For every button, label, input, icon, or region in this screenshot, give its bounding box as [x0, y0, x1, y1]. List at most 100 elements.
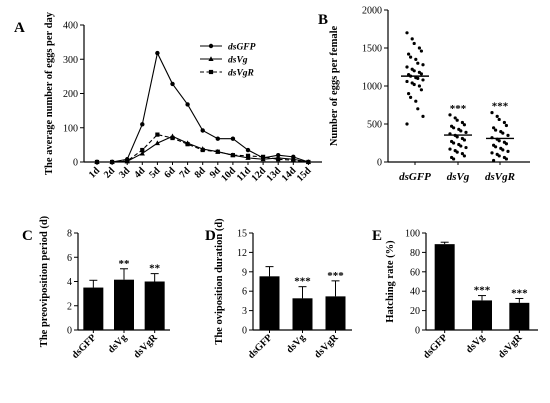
x-tick-label: 7d — [177, 165, 193, 181]
y-tick-label: 9 — [242, 267, 247, 278]
significance-marker: *** — [474, 285, 491, 297]
scatter-point — [464, 130, 468, 134]
scatter-point — [416, 61, 420, 65]
data-point-dsGFP — [200, 128, 205, 133]
scatter-point — [405, 79, 409, 84]
significance-marker: *** — [294, 276, 311, 288]
data-point-dsVgR — [230, 153, 235, 158]
significance-marker: *** — [511, 287, 528, 299]
x-tick-label: 3d — [117, 165, 133, 181]
y-tick-label: 1000 — [362, 82, 382, 93]
bar — [434, 244, 455, 330]
y-axis-label: The oviposition duration (d) — [214, 218, 225, 345]
scatter-point — [409, 95, 413, 99]
panel-a-line-chart: 0 100 200 300 400 The average number of eggs … — [44, 11, 322, 184]
scatter-point — [506, 133, 510, 137]
data-point-dsVgR — [291, 158, 296, 163]
panel-label-a: A — [14, 20, 25, 36]
scatter-point — [412, 41, 416, 46]
x-category-label: dsGFP — [246, 332, 275, 361]
scatter-point — [421, 63, 425, 67]
x-category-label: dsVg — [447, 171, 470, 183]
x-category-label: dsVg — [464, 332, 487, 355]
x-category-label: dsVgR — [312, 332, 341, 361]
scatter-point — [417, 84, 421, 88]
scatter-point — [452, 157, 456, 161]
x-tick-label: 4d — [132, 165, 148, 181]
bar — [509, 302, 530, 330]
y-tick-label: 8 — [67, 229, 72, 240]
scatter-point — [405, 65, 409, 69]
data-point-dsVgR — [306, 159, 311, 165]
x-tick-label: 2d — [102, 165, 118, 181]
data-point-dsVgR — [200, 147, 205, 153]
y-tick-label: 0 — [67, 326, 72, 337]
scatter-point — [419, 72, 423, 76]
bar — [259, 276, 280, 330]
y-tick-label: 0 — [73, 158, 78, 169]
y-tick-label: 300 — [63, 55, 78, 66]
scatter-point — [417, 46, 421, 50]
scatter-point — [419, 49, 423, 53]
data-point-dsGFP — [170, 81, 175, 87]
data-point-dsVgR — [110, 159, 115, 165]
y-tick-label: 6 — [67, 253, 72, 264]
x-category-label: dsGFP — [70, 332, 99, 361]
scatter-point — [495, 114, 499, 118]
scatter-point — [414, 57, 418, 62]
series-line-dsGFP — [97, 51, 309, 163]
data-point-dsVgR — [155, 132, 160, 137]
scatter-point — [502, 120, 506, 125]
y-tick-label: 80 — [410, 248, 420, 259]
bar — [83, 287, 104, 330]
scatter-point — [492, 126, 496, 130]
scatter-point — [452, 141, 456, 145]
x-category-label: dsGFP — [421, 332, 450, 361]
x-category-label: dsVg — [106, 332, 129, 355]
scatter-point — [405, 122, 409, 126]
y-tick-label: 20 — [410, 306, 420, 317]
y-tick-label: 1500 — [362, 44, 382, 55]
scatter-point — [501, 148, 505, 152]
data-point-dsVgR — [245, 153, 251, 158]
scatter-point — [407, 52, 411, 56]
panel-c-bar-chart: 0 2 4 6 8 The preoviposition period (d) dsGFP d… — [39, 215, 170, 361]
scatter-point — [497, 139, 501, 143]
scatter-point — [506, 149, 510, 153]
data-point-dsVgR — [185, 142, 190, 147]
scatter-point — [460, 152, 464, 156]
panel-e-bar-chart: 0 20 40 60 80 100 Hatching rate (%) dsGFP dsVg **… — [385, 229, 538, 361]
y-axis-label: The average number of eggs per day — [44, 11, 55, 175]
data-point-dsGFP — [230, 136, 236, 141]
y-tick-label: 3 — [242, 306, 247, 317]
y-tick-label: 15 — [237, 229, 247, 240]
data-point-dsVgR — [140, 147, 145, 153]
scatter-point — [494, 128, 498, 132]
data-point-dsVgR — [170, 135, 175, 141]
data-point-dsVg — [139, 150, 145, 156]
panel-d-bar-chart: 0 3 6 9 12 15 The oviposition duration (d) dsGF… — [214, 218, 352, 361]
scatter-point — [455, 135, 459, 139]
y-tick-label: 0 — [377, 158, 382, 169]
bar — [292, 298, 313, 330]
scatter-point — [455, 150, 459, 154]
y-tick-label: 100 — [63, 123, 78, 134]
x-category-label: dsVgR — [485, 171, 515, 183]
x-category-label: dsVg — [285, 332, 308, 355]
y-tick-label: 6 — [242, 287, 247, 298]
scatter-point — [409, 55, 413, 59]
panel-label-c: C — [22, 228, 33, 244]
scatter-point — [460, 120, 464, 125]
legend-entry: dsVgR — [228, 69, 254, 79]
scatter-point — [421, 114, 425, 118]
panel-b-scatter-chart: 0 500 1000 1500 2000 Number of eggs per femal… — [329, 6, 530, 183]
scatter-point — [412, 69, 416, 73]
y-tick-label: 2 — [67, 301, 72, 312]
x-tick-label: 5d — [147, 165, 163, 181]
significance-marker: ** — [149, 263, 161, 275]
scatter-point — [462, 138, 466, 142]
scatter-point — [421, 78, 425, 82]
scatter-point — [504, 142, 508, 146]
scatter-point — [455, 118, 459, 122]
